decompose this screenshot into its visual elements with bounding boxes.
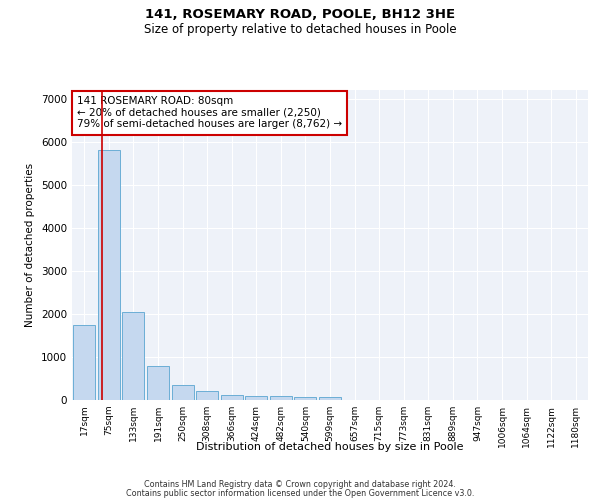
Text: Contains HM Land Registry data © Crown copyright and database right 2024.: Contains HM Land Registry data © Crown c…	[144, 480, 456, 489]
Bar	[73, 324, 95, 400]
Bar	[122, 312, 145, 400]
Bar	[196, 392, 218, 400]
Text: Size of property relative to detached houses in Poole: Size of property relative to detached ho…	[143, 22, 457, 36]
Bar	[98, 150, 120, 400]
Text: Distribution of detached houses by size in Poole: Distribution of detached houses by size …	[196, 442, 464, 452]
Text: Contains public sector information licensed under the Open Government Licence v3: Contains public sector information licen…	[126, 489, 474, 498]
Bar	[147, 366, 169, 400]
Y-axis label: Number of detached properties: Number of detached properties	[25, 163, 35, 327]
Bar	[270, 396, 292, 400]
Text: 141 ROSEMARY ROAD: 80sqm
← 20% of detached houses are smaller (2,250)
79% of sem: 141 ROSEMARY ROAD: 80sqm ← 20% of detach…	[77, 96, 342, 130]
Bar	[319, 398, 341, 400]
Text: 141, ROSEMARY ROAD, POOLE, BH12 3HE: 141, ROSEMARY ROAD, POOLE, BH12 3HE	[145, 8, 455, 20]
Bar	[245, 396, 268, 400]
Bar	[221, 395, 243, 400]
Bar	[172, 385, 194, 400]
Bar	[295, 397, 316, 400]
